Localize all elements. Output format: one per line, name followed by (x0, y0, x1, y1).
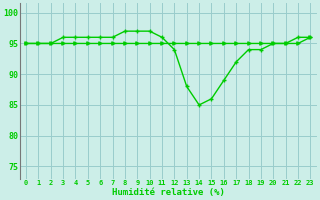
X-axis label: Humidité relative (%): Humidité relative (%) (112, 188, 225, 197)
